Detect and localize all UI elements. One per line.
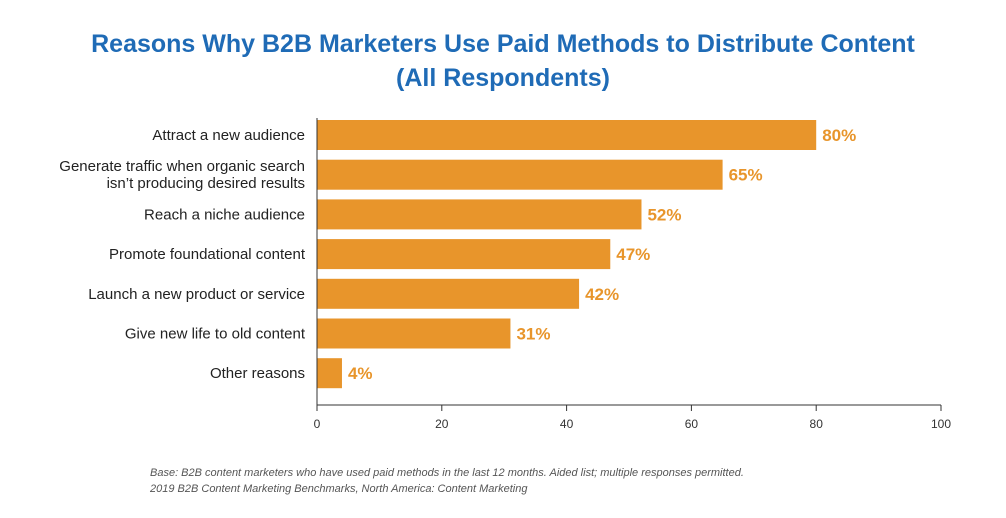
x-tick-label: 40 [560,417,574,431]
bar-value-label: 47% [616,245,650,264]
footnote-source: 2019 B2B Content Marketing Benchmarks, N… [150,483,528,495]
category-label: Launch a new product or service [88,286,305,303]
category-label: Reach a niche audience [144,206,305,223]
x-tick-label: 0 [314,417,321,431]
category-label-line: Reach a niche audience [144,206,305,223]
category-label-line: Attract a new audience [152,127,305,144]
bar [317,159,723,190]
bar-value-label: 52% [647,205,681,224]
bar-value-label: 80% [822,126,856,145]
bar-value-label: 65% [729,166,763,185]
x-tick-label: 80 [810,417,824,431]
category-label: Other reasons [210,365,305,382]
bar [317,278,580,309]
bar [317,318,511,349]
chart-title: Reasons Why B2B Marketers Use Paid Metho… [91,30,915,58]
category-label: Promote foundational content [109,246,306,263]
category-label-line: Other reasons [210,365,305,382]
category-labels: Attract a new audience Generate traffic w… [59,127,306,382]
bar-value-label: 31% [516,325,550,344]
value-labels: 80% 65% 52% 47% 42% 31% 4% [348,126,856,383]
bar-value-label: 4% [348,364,373,383]
bar [317,358,342,389]
chart-subtitle: (All Respondents) [396,64,610,92]
bar-value-label: 42% [585,285,619,304]
x-axis: 0 20 40 60 80 100 [314,118,951,431]
category-label: Attract a new audience [152,127,305,144]
bar [317,199,642,230]
footnote-base: Base: B2B content marketers who have use… [150,467,744,479]
category-label: Generate traffic when organic search isn’… [59,158,305,192]
bars-group [317,120,817,389]
category-label-line: Give new life to old content [125,326,306,343]
category-label-line: isn’t producing desired results [107,175,305,192]
bar [317,239,611,270]
category-label-line: Launch a new product or service [88,286,305,303]
category-label-line: Promote foundational content [109,246,306,263]
category-label-line: Generate traffic when organic search [59,158,305,175]
category-label: Give new life to old content [125,326,306,343]
x-tick-label: 20 [435,417,449,431]
x-tick-label: 60 [685,417,699,431]
bar [317,120,817,150]
x-tick-label: 100 [931,417,951,431]
